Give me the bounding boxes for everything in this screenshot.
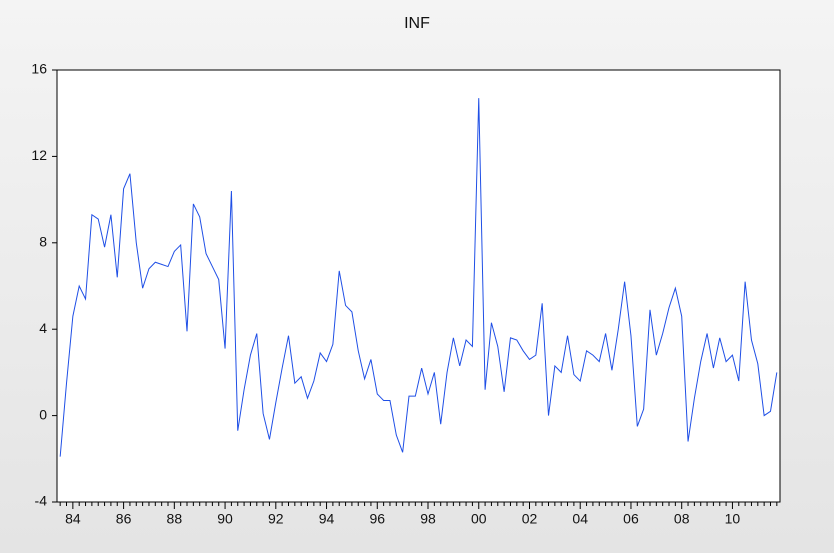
x-tick-label: 92 [268, 511, 284, 527]
plot-area [56, 69, 781, 503]
y-tick-label: 16 [31, 61, 47, 77]
x-tick-label: 84 [65, 511, 81, 527]
y-tick-label: 8 [39, 234, 47, 250]
x-tick-label: 08 [674, 511, 690, 527]
x-tick-label: 02 [522, 511, 538, 527]
y-tick-label: 4 [39, 320, 47, 336]
x-tick-label: 94 [319, 511, 335, 527]
x-tick-label: 10 [725, 511, 741, 527]
x-tick-label: 04 [572, 511, 588, 527]
x-tick-label: 96 [369, 511, 385, 527]
x-tick-label: 98 [420, 511, 436, 527]
y-tick-label: 0 [39, 406, 47, 422]
x-tick-label: 06 [623, 511, 639, 527]
y-tick-label: -4 [35, 493, 48, 509]
chart-title: INF [404, 15, 430, 32]
x-tick-label: 90 [217, 511, 233, 527]
x-tick-label: 86 [116, 511, 132, 527]
x-tick-label: 88 [167, 511, 183, 527]
y-tick-label: 12 [31, 147, 47, 163]
x-tick-label: 00 [471, 511, 487, 527]
data-line [59, 98, 778, 457]
